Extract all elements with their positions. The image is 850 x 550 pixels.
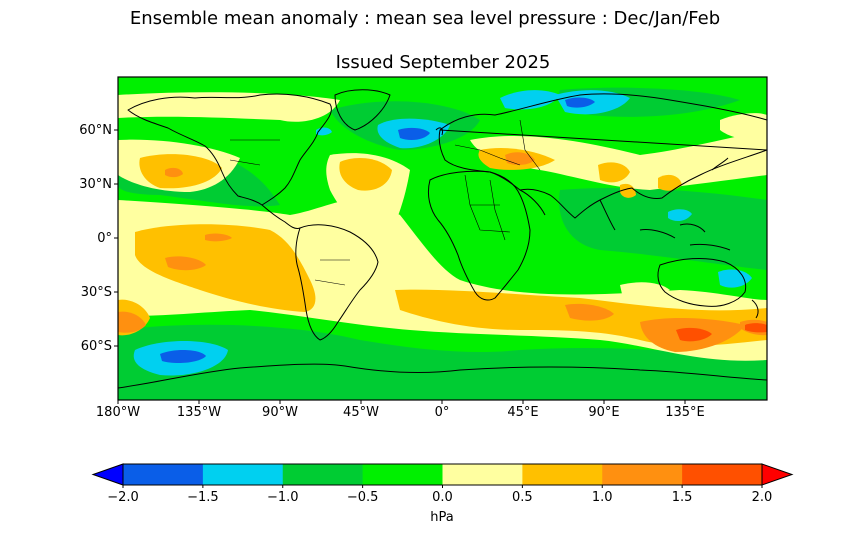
colorbar-segment [282, 464, 364, 485]
colorbar-segment [522, 464, 603, 485]
figure-suptitle: Ensemble mean anomaly : mean sea level p… [129, 8, 721, 29]
colorbar-over-extension [761, 463, 794, 486]
map-tick-marks [114, 129, 686, 404]
colorbar-tick-label: −1.5 [187, 490, 219, 505]
lat-tick-label: 60°S [81, 339, 112, 354]
colorbar-tick-label: 1.5 [672, 490, 693, 505]
country-borders [229, 119, 541, 286]
latitude-axis: 60°N 30°N 0° 30°S 60°S [79, 123, 112, 354]
lon-tick-label: 0° [435, 405, 450, 420]
max-positive-regions [676, 323, 767, 342]
colorbar: −2.0 −1.5 −1.0 −0.5 0.0 0.5 1.0 1.5 2.0 [91, 463, 794, 505]
colorbar-tick-label: 0.5 [512, 490, 533, 505]
colorbar-tick-label: 1.0 [592, 490, 613, 505]
lat-tick-label: 30°N [79, 177, 112, 192]
lon-tick-label: 45°W [343, 405, 379, 420]
colorbar-unit-label: hPa [430, 510, 453, 525]
colorbar-tick-label: −2.0 [107, 490, 139, 505]
coastlines [118, 89, 767, 389]
colorbar-segment [202, 464, 284, 485]
lon-tick-label: 135°E [665, 405, 705, 420]
lat-tick-label: 30°S [81, 285, 112, 300]
colorbar-tick-label: 0.0 [432, 490, 453, 505]
colorbar-tick-label: −0.5 [347, 490, 379, 505]
lat-tick-label: 0° [97, 231, 112, 246]
anomaly-map [118, 77, 767, 400]
map-title: Issued September 2025 [335, 52, 551, 73]
colorbar-tick-label: −1.0 [267, 490, 299, 505]
lon-tick-label: 45°E [507, 405, 538, 420]
colorbar-segment [442, 464, 523, 485]
colorbar-segment [123, 464, 204, 485]
lon-tick-label: 90°E [588, 405, 619, 420]
lon-tick-label: 135°W [177, 405, 221, 420]
lon-tick-label: 180°W [96, 405, 140, 420]
colorbar-segment [682, 464, 763, 485]
longitude-axis: 180°W 135°W 90°W 45°W 0° 45°E 90°E 135°E [96, 405, 705, 420]
lon-tick-label: 90°W [262, 405, 298, 420]
colorbar-under-extension [91, 463, 124, 486]
colorbar-segment [602, 464, 683, 485]
lat-tick-label: 60°N [79, 123, 112, 138]
colorbar-tick-label: 2.0 [752, 490, 773, 505]
colorbar-segment [362, 464, 443, 485]
